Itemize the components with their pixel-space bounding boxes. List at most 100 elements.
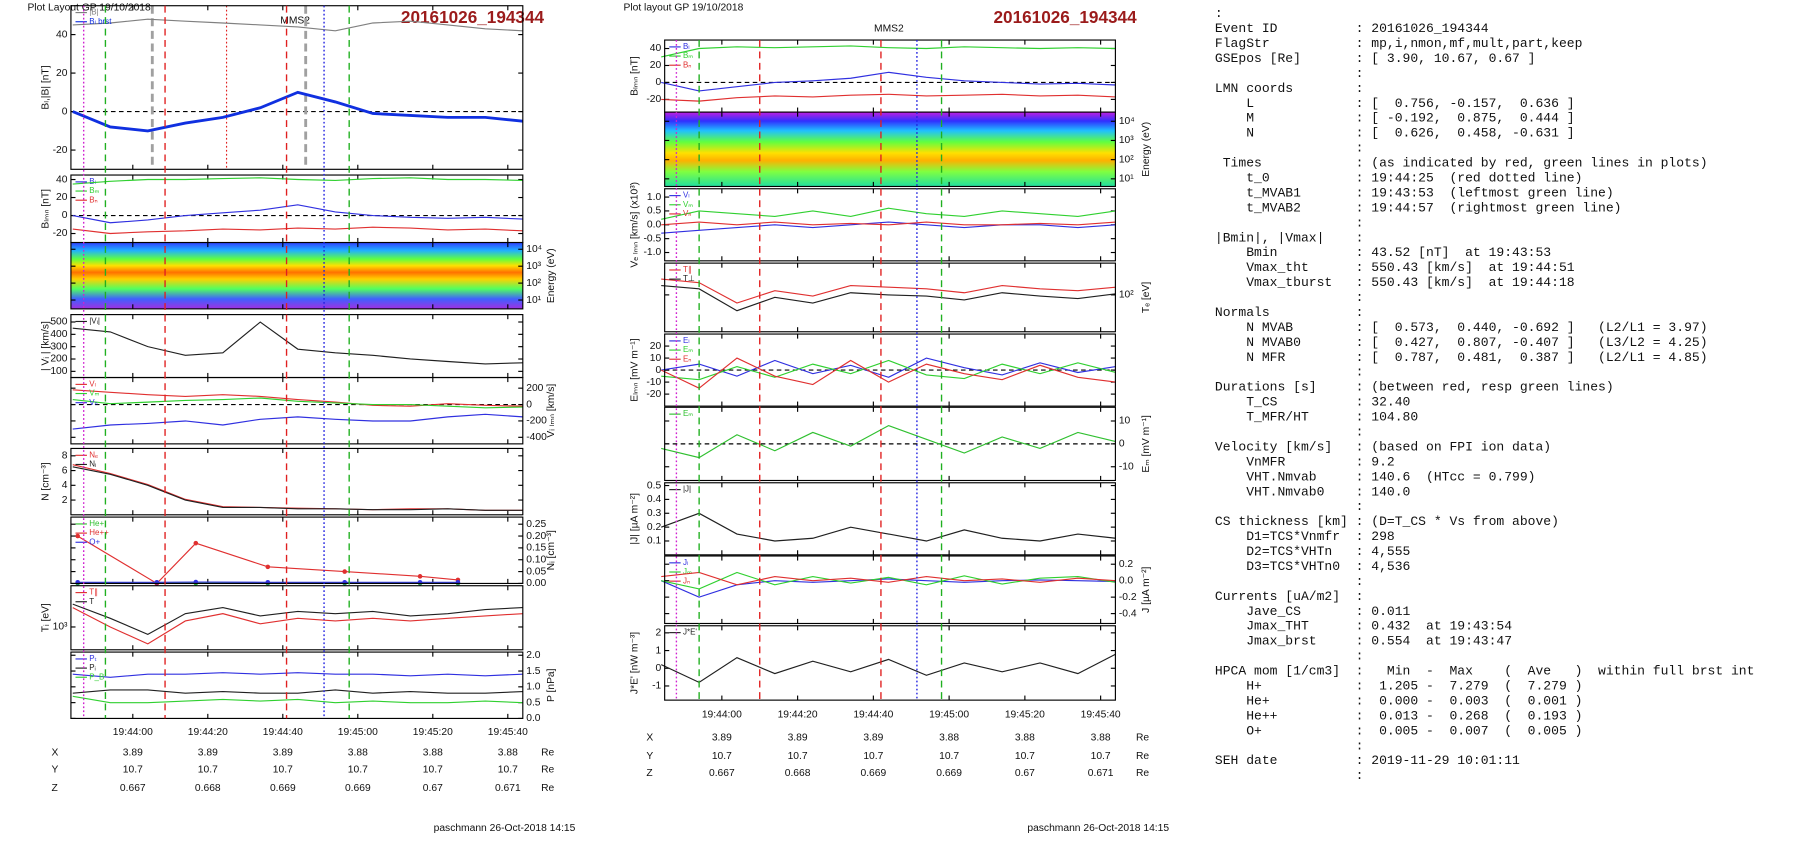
info-value: : [1356,305,1364,320]
y-tick-label: 0.0 [1119,575,1134,586]
panel-frame [70,314,524,379]
y-axis-label: |J| [µA m⁻²] [630,493,641,545]
info-value: : [1356,66,1364,81]
panel-frame [664,625,1116,701]
ephemeris-value: 3.88 [1091,733,1111,744]
y-tick-label: 10¹ [526,295,541,306]
series-line [661,207,1116,220]
info-label: t_0 [1215,171,1270,186]
ephemeris-value: 0.669 [860,768,886,779]
info-value: : 1.205 - 7.279 ( 7.279 ) [1356,678,1583,693]
ephemeris-unit: Re [1136,768,1149,779]
y-tick-label: 1.0 [526,682,541,693]
info-value: : [ 0.756, -0.157, 0.636 ] [1356,96,1575,111]
ephemeris-value: 10.7 [423,765,443,776]
legend-label: Jₙ [683,576,690,585]
ephemeris-value: 10.7 [498,765,518,776]
info-value: : (based on FPI ion data) [1356,439,1552,454]
ephemeris-value: 3.89 [712,733,732,744]
panel-frame [70,376,524,445]
y-tick-label: 0.0 [526,713,541,724]
data-point [75,533,80,539]
y-tick-label: 4 [62,480,68,491]
info-label: Event ID [1215,21,1278,36]
info-value: : [ 0.427, 0.807, -0.407 ] (L3/L2 = 4.25… [1356,335,1708,350]
x-tick-label: 19:44:40 [263,727,303,738]
y-tick-label: -400 [526,432,547,443]
ephemeris-name: X [646,733,653,744]
ephemeris-value: 0.668 [785,768,811,779]
y-tick-label: -20 [646,389,661,400]
legend-label: Vₘ [89,389,99,398]
y-axis-label: P [nPa] [546,668,557,702]
series-line [660,357,1116,389]
series-line [661,71,1116,92]
ephemeris-value: 0.667 [709,768,735,779]
ephemeris-value: 3.89 [788,733,808,744]
info-label: VHT.Nmvab0 [1215,484,1325,499]
ephemeris-value: 3.89 [863,733,883,744]
ephemeris-value: 0.67 [423,783,443,794]
legend-label: O+ [89,537,100,546]
y-tick-label: 10³ [53,622,68,633]
y-axis-label: Tₑ [eV] [1141,282,1152,313]
panel-frame [664,39,1116,113]
series-line [72,689,523,694]
ephemeris-value: 0.669 [345,783,371,794]
y-tick-label: 10³ [526,261,541,272]
y-tick-label: -0.5 [644,233,662,244]
series-line [72,90,523,133]
info-value: : (between red, resp green lines) [1356,380,1614,395]
legend-label: Eₘ [683,345,693,354]
y-tick-label: -20 [53,228,68,239]
legend-label: Bₘ [683,51,693,60]
y-tick-label: 0.1 [647,536,662,547]
info-label: N MVAB0 [1215,335,1301,350]
y-tick-label: 40 [56,29,68,40]
legend-label: Nₑ [89,450,98,459]
x-tick-label: 19:44:20 [778,710,818,721]
info-label: FlagStr [1215,36,1270,51]
ephemeris-value: 10.7 [348,765,368,776]
info-value: : [1356,425,1364,440]
ephemeris-name: Y [51,765,58,776]
y-tick-label: 10² [526,278,541,289]
y-axis-label: Tᵢ [eV] [40,603,51,632]
legend-label: Jₗ [683,558,688,567]
y-tick-label: 0 [656,77,662,88]
info-value: : [1356,574,1364,589]
y-axis-label: N [cm⁻³] [40,462,51,501]
y-tick-label: 20 [650,60,662,71]
y-tick-label: 2 [656,628,662,639]
series-line [661,221,1116,234]
info-value: : [ 0.626, 0.458, -0.631 ] [1356,126,1575,141]
ephemeris-value: 3.89 [273,747,293,758]
plot-header: Plot layout GP 19/10/2018 [623,3,743,14]
spacecraft-title: MMS2 [874,23,904,34]
y-tick-label: -20 [646,94,661,105]
y-tick-label: 0.10 [526,554,546,565]
y-axis-label: Energy (eV) [546,248,557,303]
y-axis-label: Bₗ,|B| [nT] [40,65,51,109]
panel: 10⁴ 10³ 10² 10¹ Energy (eV) [664,111,1152,188]
y-tick-label: 0.5 [647,480,662,491]
info-label: T_MFR/HT [1215,410,1309,425]
ephemeris-value: 10.7 [273,765,293,776]
info-label: Jmax_THT [1215,619,1309,634]
y-tick-label: 0.20 [526,531,546,542]
info-value: : 32.40 [1356,395,1411,410]
event-title: 20161026_194344 [401,7,545,27]
panel: 10² T∥T⊥ Tₑ [eV] [661,262,1152,333]
ephemeris-value: 0.671 [495,783,521,794]
info-value: : 0.000 - 0.003 ( 0.001 ) [1356,693,1583,708]
info-label: Vmax_tht [1215,260,1309,275]
panel-frame [70,241,524,310]
ephemeris-name: Z [51,783,57,794]
panel: 10⁴ 10³ 10² 10¹ Energy (eV) [70,241,557,310]
x-tick-label: 19:44:00 [113,727,153,738]
